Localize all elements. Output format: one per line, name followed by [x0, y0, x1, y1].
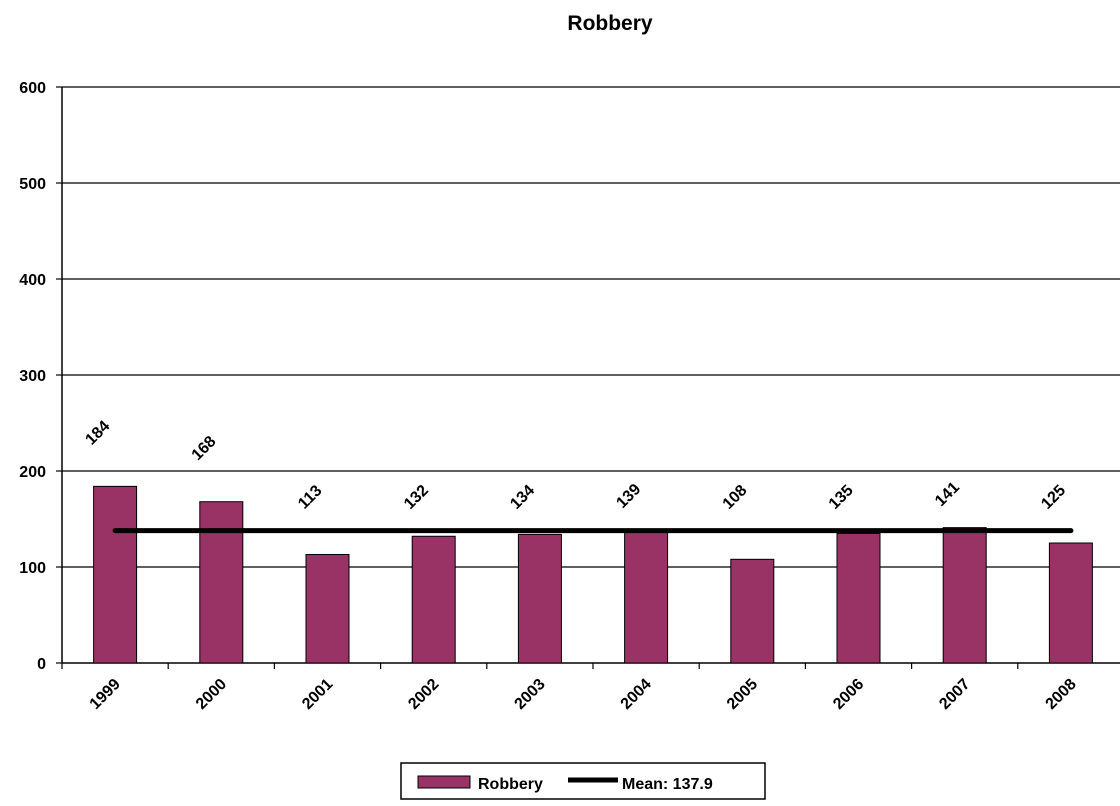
bar — [93, 485, 138, 664]
data-labels: 184 168 113 132 134 139 108 135 141 125 — [82, 418, 1069, 513]
data-label: 141 — [932, 479, 963, 510]
y-tick-label: 500 — [19, 176, 46, 193]
x-tick-label: 2006 — [830, 676, 867, 713]
x-tick-label: 2008 — [1043, 676, 1080, 713]
x-tick-label: 2005 — [724, 676, 761, 713]
data-label: 139 — [613, 481, 644, 512]
bar — [305, 554, 350, 664]
data-label: 132 — [401, 482, 432, 513]
data-label: 134 — [507, 482, 538, 513]
x-tick-label: 2004 — [618, 676, 655, 713]
chart-title: Robbery — [567, 12, 653, 35]
y-tick-label: 400 — [19, 272, 46, 289]
data-label: 125 — [1038, 482, 1069, 513]
bar — [199, 501, 244, 664]
y-tick-labels: 0 100 200 300 400 500 600 — [19, 80, 46, 673]
x-tick-label: 2007 — [936, 676, 973, 713]
bar — [517, 533, 562, 664]
bar — [836, 532, 881, 664]
gridlines — [62, 86, 1120, 568]
x-tick-label: 2000 — [193, 676, 230, 713]
y-tick-label: 100 — [19, 560, 46, 577]
data-label: 135 — [826, 482, 857, 513]
bars — [93, 485, 1093, 664]
y-tick-label: 300 — [19, 368, 46, 385]
x-tick-label: 1999 — [87, 676, 124, 713]
legend-label-robbery: Robbery — [478, 776, 543, 793]
y-tick-label: 200 — [19, 464, 46, 481]
data-label: 184 — [82, 418, 113, 449]
x-tick-labels: 1999 2000 2001 2002 2003 2004 2005 2006 2007 2008 — [87, 676, 1080, 713]
legend-swatch-robbery — [417, 775, 471, 789]
legend-label-mean: Mean: 137.9 — [622, 776, 713, 793]
y-tick-label: 0 — [37, 656, 46, 673]
bar — [411, 535, 456, 664]
x-tick-label: 2003 — [512, 676, 549, 713]
x-tick-label: 2001 — [299, 676, 336, 713]
bar — [942, 527, 987, 664]
bar — [624, 529, 669, 664]
data-label: 108 — [720, 482, 751, 513]
bar — [730, 558, 775, 664]
bar — [1048, 542, 1093, 664]
x-tick-label: 2002 — [405, 676, 442, 713]
y-tick-label: 600 — [19, 80, 46, 97]
data-label: 113 — [295, 482, 325, 512]
legend: Robbery Mean: 137.9 — [400, 762, 766, 800]
data-label: 168 — [189, 433, 220, 464]
